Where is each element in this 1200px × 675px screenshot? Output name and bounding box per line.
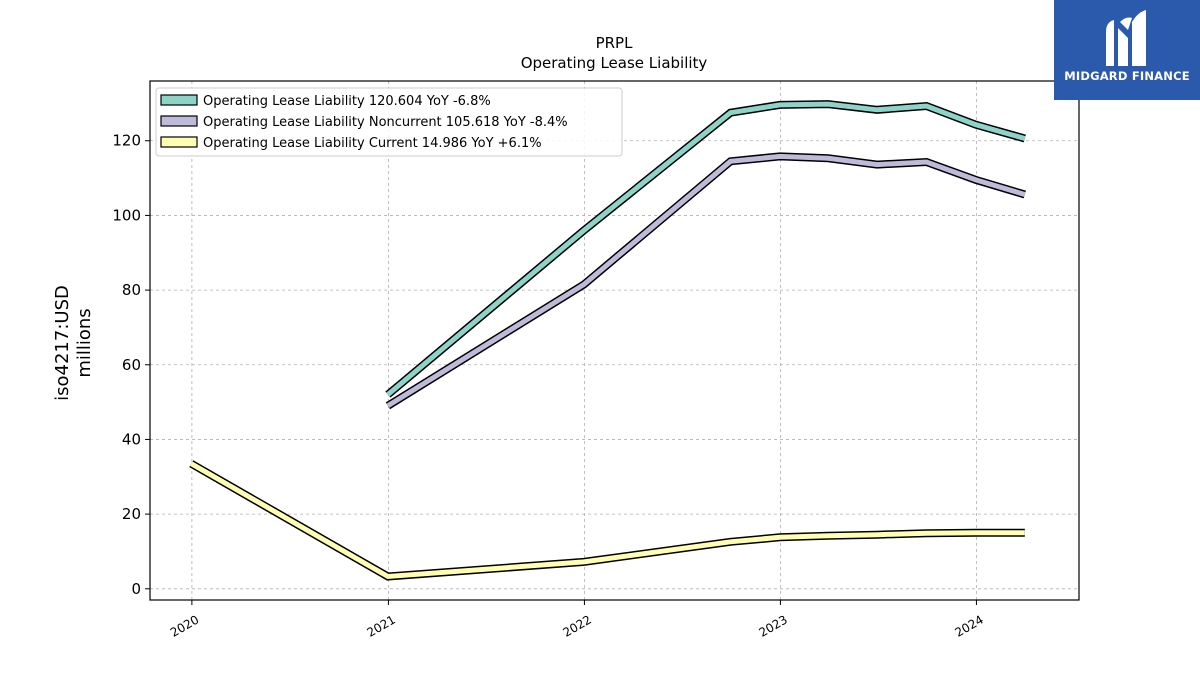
- y-tick-label: 80: [122, 281, 141, 299]
- axis-ticks: 0 20 40 60 80 100 120 2020 2021 2022 2023 2024: [112, 132, 986, 640]
- series-line-fill: [386, 101, 1026, 397]
- brand-name: MIDGARD FINANCE: [1064, 69, 1190, 83]
- legend-label: Operating Lease Liability Current 14.986…: [203, 136, 542, 151]
- y-tick-label: 100: [112, 206, 141, 224]
- brand-logo: MIDGARD FINANCE: [1054, 0, 1200, 100]
- y-tick-label: 20: [122, 505, 141, 523]
- brand-mark-icon: [1106, 10, 1146, 66]
- chart-title: PRPL: [596, 34, 634, 52]
- x-tick-label: 2023: [756, 612, 789, 639]
- series-line-outline: [385, 152, 1026, 410]
- series-line-2: [385, 152, 1026, 410]
- series-line-fill: [190, 461, 1025, 580]
- y-tick-label: 120: [112, 132, 141, 150]
- legend-item: Operating Lease Liability Current 14.986…: [160, 136, 542, 151]
- y-tick-label: 0: [131, 580, 141, 598]
- y-axis-label-line2: millions: [74, 308, 95, 377]
- legend-item: Operating Lease Liability 120.604 YoY -6…: [160, 94, 491, 109]
- y-tick-label: 40: [122, 430, 141, 448]
- legend: Operating Lease Liability 120.604 YoY -6…: [155, 87, 623, 157]
- chart-subtitle: Operating Lease Liability: [521, 54, 708, 72]
- y-axis-label: iso4217:USD millions: [52, 285, 95, 401]
- y-axis-label-line1: iso4217:USD: [52, 285, 73, 401]
- plot-frame: [149, 80, 1080, 601]
- series-line-1: [385, 100, 1026, 398]
- x-tick-label: 2022: [560, 612, 593, 639]
- legend-item: Operating Lease Liability Noncurrent 105…: [160, 115, 568, 130]
- series-line-fill: [386, 153, 1026, 408]
- legend-swatch: [160, 115, 198, 127]
- x-tick-label: 2021: [364, 612, 397, 639]
- legend-label: Operating Lease Liability 120.604 YoY -6…: [203, 94, 491, 109]
- legend-frame: [155, 87, 623, 157]
- x-tick-label: 2020: [168, 612, 201, 639]
- y-tick-label: 60: [122, 356, 141, 374]
- series-layer: [189, 100, 1026, 581]
- legend-swatch: [160, 94, 198, 106]
- legend-label: Operating Lease Liability Noncurrent 105…: [203, 115, 568, 130]
- x-tick-label: 2024: [952, 612, 985, 639]
- series-line-3: [189, 460, 1025, 581]
- legend-swatch: [160, 136, 198, 148]
